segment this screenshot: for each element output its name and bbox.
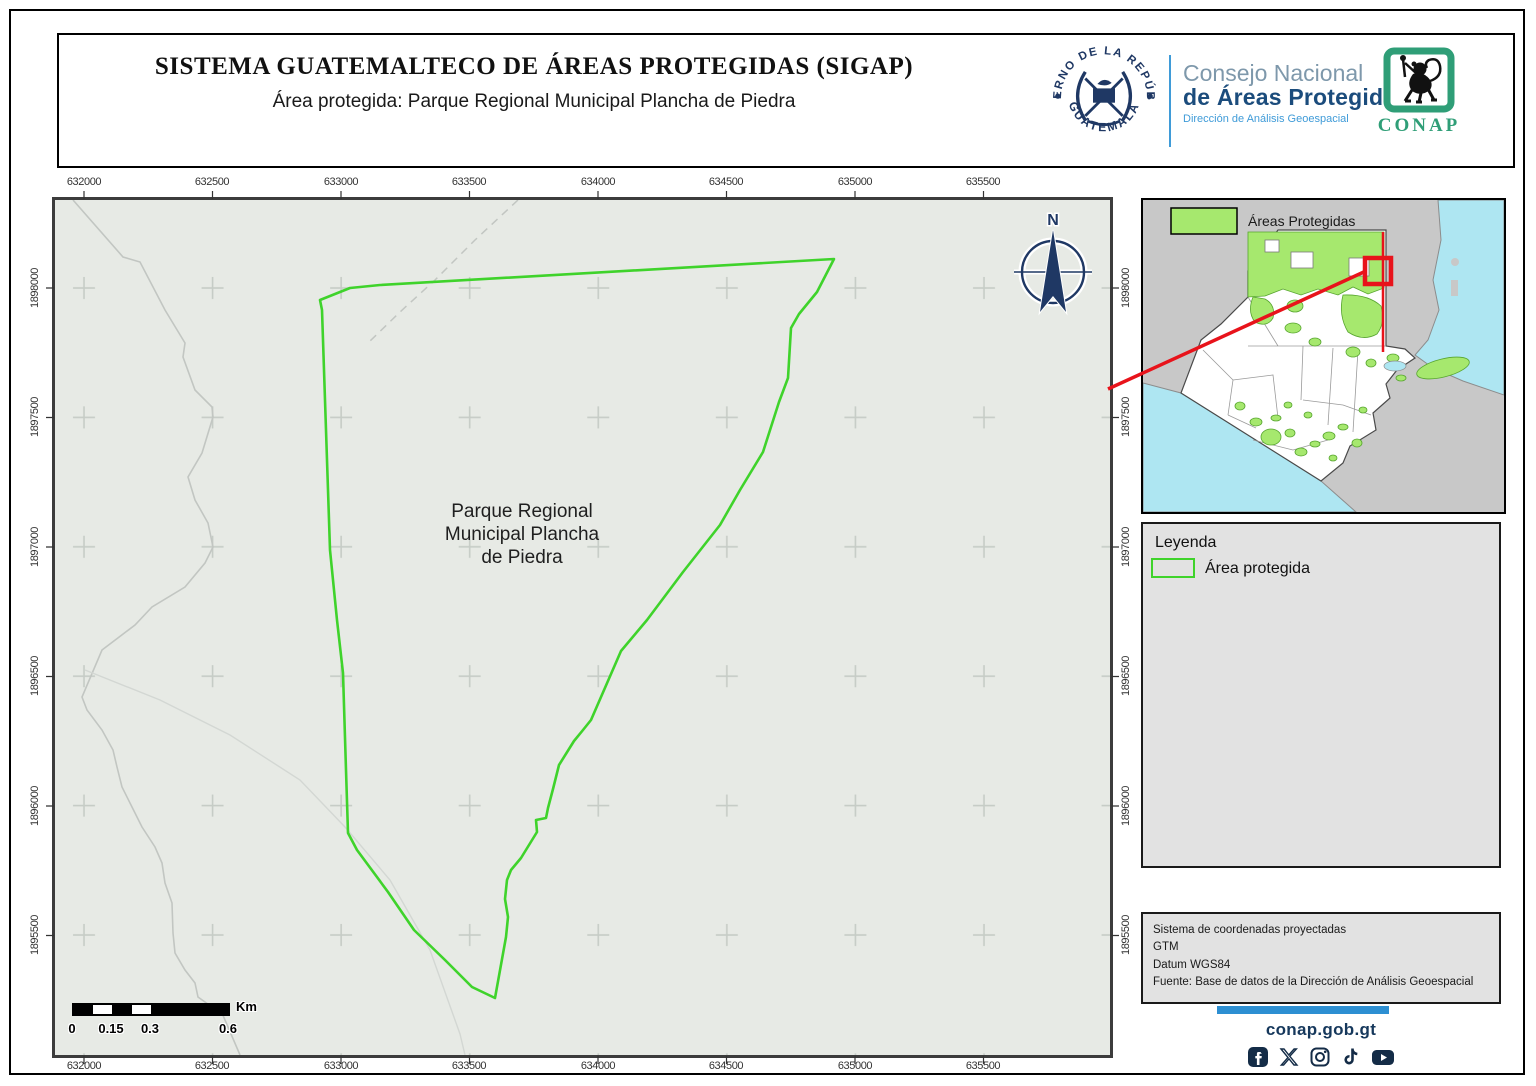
scale-tick-0: 0 [68,1021,76,1036]
legend-panel: Leyenda Área protegida [1141,522,1501,868]
x-axis-label: 634000 [580,1060,616,1072]
area-name-label: Parque Regional Municipal Plancha de Pie… [444,501,600,569]
social-icons-row [1141,1046,1501,1068]
north-letter: N [1047,212,1059,229]
x-axis-label: 634500 [708,1060,744,1072]
inset-legend-swatch [1170,207,1238,235]
x-axis-label: 634000 [580,176,616,188]
x-axis-label: 632500 [194,176,230,188]
y-axis-label: 1895500 [29,914,41,956]
y-axis-label: 1897000 [1120,526,1132,568]
government-seal-logo: GOBIERNO DE LA REPÚBLICA GUATEMALA [1044,31,1159,155]
y-axis-label: 1895500 [1120,914,1132,956]
logo-divider [1169,55,1171,147]
x-axis-label: 632000 [66,176,102,188]
info-line: Sistema de coordenadas proyectadas [1153,924,1347,936]
projection-info-panel: Sistema de coordenadas proyectadas GTM D… [1141,912,1501,1004]
scale-tick-03: 0.3 [140,1021,160,1036]
footer-accent-bar [1217,1006,1389,1014]
locator-inset-map: Áreas Protegidas [1141,198,1506,514]
x-axis-label: 635500 [965,176,1001,188]
grid-crosses [55,200,1110,1055]
y-axis-label: 1896500 [29,655,41,697]
compass-rose: N [1005,208,1101,335]
legend-title: Leyenda [1155,534,1217,551]
info-line: Fuente: Base de datos de la Dirección de… [1153,975,1474,988]
y-axis-label: 1897500 [1120,396,1132,438]
monkey-icon [1400,55,1442,104]
conap-wordmark-text: CONAP [1378,115,1461,136]
y-axis-label: 1897000 [29,526,41,568]
scale-segment [73,1004,93,1015]
seal-emblem [1075,71,1133,127]
council-line2: de Áreas Protegidas [1183,84,1410,111]
x-axis-label: 634500 [708,176,744,188]
inset-lake-izabal [1383,360,1407,372]
scale-tick-015: 0.15 [98,1021,124,1036]
page-title: SISTEMA GUATEMALTECO DE ÁREAS PROTEGIDAS… [154,53,914,80]
scale-segment [112,1004,132,1015]
tiktok-icon[interactable] [1340,1046,1362,1068]
page-subtitle: Área protegida: Parque Regional Municipa… [272,91,796,112]
scale-segment [92,1004,112,1015]
x-axis-label: 635000 [837,1060,873,1072]
x-axis-label: 633000 [323,176,359,188]
legend-item-label: Área protegida [1205,560,1310,577]
scale-tick-06: 0.6 [218,1021,238,1036]
x-axis-label: 632000 [66,1060,102,1072]
x-twitter-icon[interactable] [1278,1046,1300,1068]
x-axis-label: 633000 [323,1060,359,1072]
council-line1: Consejo Nacional [1183,60,1364,86]
y-axis-label: 1896000 [29,785,41,827]
y-axis-label: 1897500 [29,396,41,438]
header: SISTEMA GUATEMALTECO DE ÁREAS PROTEGIDAS… [57,31,1515,168]
protected-area-swatch [1151,558,1195,578]
info-line: Datum WGS84 [1153,958,1231,971]
y-axis-label: 1898000 [1120,267,1132,309]
instagram-icon[interactable] [1309,1046,1331,1068]
inset-legend-label: Áreas Protegidas [1248,213,1355,229]
scale-segment [131,1004,151,1015]
council-line3: Dirección de Análisis Geoespacial [1183,113,1349,126]
footer-url[interactable]: conap.gob.gt [1265,1020,1377,1039]
main-map: Parque Regional Municipal Plancha de Pie… [52,197,1113,1058]
scale-bar [72,1003,230,1016]
youtube-icon[interactable] [1371,1046,1395,1068]
council-wordmark: Consejo Nacional de Áreas Protegidas Dir… [1183,61,1409,126]
x-axis-label: 635500 [965,1060,1001,1072]
y-axis-label: 1898000 [29,267,41,309]
scale-segment [151,1004,229,1015]
scale-unit: Km [236,999,257,1014]
x-axis-label: 635000 [837,176,873,188]
y-axis-label: 1896000 [1120,785,1132,827]
x-axis-label: 633500 [451,1060,487,1072]
conap-logo: CONAP [1359,47,1479,144]
x-axis-label: 633500 [451,176,487,188]
inset-pacific-ocean [1142,382,1358,513]
info-line: GTM [1153,941,1179,954]
y-axis-label: 1896500 [1120,655,1132,697]
facebook-icon[interactable] [1247,1046,1269,1068]
x-axis-label: 632500 [194,1060,230,1072]
page-border [9,9,1525,1075]
